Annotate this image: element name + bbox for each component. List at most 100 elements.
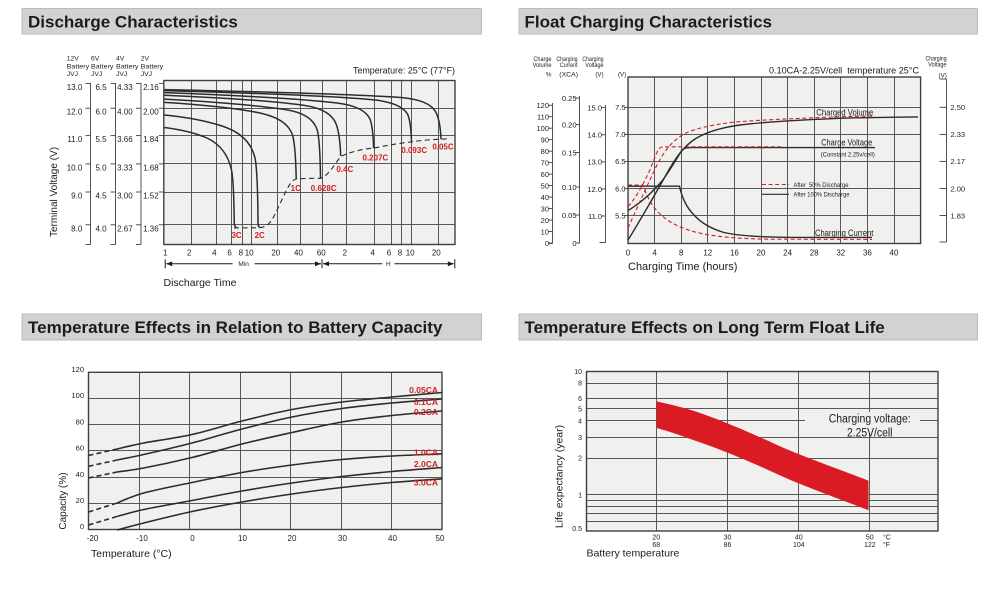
svg-text:Voltage: Voltage [928,62,947,69]
svg-text:Temperature Effects in Relatio: Temperature Effects in Relation to Batte… [28,318,443,337]
svg-text:40: 40 [541,193,549,202]
svg-text:0.1CA: 0.1CA [414,397,438,407]
svg-text:2.25V/cell: 2.25V/cell [847,427,893,439]
svg-text:°C: °C [883,534,891,542]
svg-text:6: 6 [578,396,582,403]
svg-text:0.2CA: 0.2CA [414,407,438,417]
svg-text:80: 80 [76,417,84,426]
svg-text:10: 10 [541,227,549,236]
svg-text:0: 0 [626,249,631,258]
svg-text:86: 86 [724,542,732,549]
svg-text:-10: -10 [136,534,148,543]
svg-text:6.0: 6.0 [95,108,107,117]
svg-text:6: 6 [387,249,392,258]
svg-text:7.5: 7.5 [615,103,625,112]
svg-text:Battery: Battery [116,63,139,70]
svg-text:4.5: 4.5 [95,192,107,201]
svg-text:1.84: 1.84 [143,135,159,144]
svg-text:0.10: 0.10 [562,183,577,192]
svg-text:13.0: 13.0 [67,83,83,92]
svg-text:0.05CA: 0.05CA [409,385,438,395]
svg-text:40: 40 [795,535,803,542]
svg-text:3.33: 3.33 [117,163,133,172]
svg-text:Capacity (%): Capacity (%) [58,472,69,529]
svg-text:JVJ: JVJ [141,71,152,78]
svg-text:Discharge Characteristics: Discharge Characteristics [28,13,238,32]
svg-text:50: 50 [541,181,549,190]
svg-text:0: 0 [190,534,195,543]
svg-text:14.0: 14.0 [587,131,602,140]
svg-text:0: 0 [545,239,549,248]
svg-text:°F: °F [883,541,890,549]
svg-text:2: 2 [187,249,192,258]
svg-text:4.33: 4.33 [117,83,133,92]
svg-text:68: 68 [652,542,660,549]
svg-text:1.36: 1.36 [143,224,159,233]
svg-text:15.0: 15.0 [587,103,602,112]
svg-text:JVJ: JVJ [91,71,102,78]
svg-text:Battery: Battery [67,63,90,70]
svg-text:11.0: 11.0 [588,212,602,221]
svg-text:4.00: 4.00 [117,108,133,117]
svg-text:1.0CA: 1.0CA [414,448,438,458]
svg-text:After 50% Discharge: After 50% Discharge [794,182,849,189]
svg-text:12: 12 [703,249,712,258]
svg-text:3: 3 [578,435,582,442]
svg-text:4V: 4V [116,56,125,63]
svg-text:Charge Voltage: Charge Voltage [821,137,872,147]
svg-text:Charging: Charging [556,56,578,63]
svg-text:2C: 2C [255,231,265,240]
svg-text:80: 80 [541,147,549,156]
svg-text:2.50: 2.50 [951,103,966,112]
svg-text:32: 32 [836,249,845,258]
svg-text:2: 2 [578,456,582,463]
svg-text:10: 10 [406,249,415,258]
svg-text:2.17: 2.17 [951,157,966,166]
svg-text:40: 40 [890,249,899,258]
svg-text:Terminal Voltage (V): Terminal Voltage (V) [49,147,60,237]
svg-text:8: 8 [398,249,403,258]
svg-text:1.68: 1.68 [143,163,159,172]
svg-text:5.5: 5.5 [95,135,107,144]
svg-text:6V: 6V [91,56,100,63]
svg-text:104: 104 [793,542,805,549]
svg-text:JVJ: JVJ [67,71,78,78]
svg-text:6.5: 6.5 [95,83,107,92]
svg-text:120: 120 [71,365,84,374]
svg-text:20: 20 [757,249,766,258]
svg-text:1: 1 [163,249,168,258]
svg-text:1C: 1C [291,184,301,193]
svg-text:3.00: 3.00 [117,192,133,201]
svg-text:Discharge Time: Discharge Time [164,277,237,289]
svg-text:30: 30 [724,535,732,542]
svg-text:13.0: 13.0 [587,158,602,167]
svg-text:0.5: 0.5 [572,526,582,533]
svg-text:4: 4 [212,249,217,258]
svg-text:10: 10 [238,534,247,543]
svg-text:20: 20 [432,249,441,258]
svg-text:4.0: 4.0 [95,224,107,233]
svg-text:0: 0 [80,522,84,531]
svg-text:12.0: 12.0 [67,108,83,117]
svg-text:1.83: 1.83 [951,211,966,220]
svg-text:2.67: 2.67 [117,224,133,233]
svg-text:30: 30 [541,204,549,213]
svg-text:0.093C: 0.093C [401,146,427,155]
svg-text:JVJ: JVJ [116,71,127,78]
svg-text:8: 8 [239,249,244,258]
svg-text:0.207C: 0.207C [363,153,389,162]
svg-text:12V: 12V [67,56,80,63]
svg-text:2: 2 [343,249,348,258]
svg-text:(V): (V) [939,73,947,80]
svg-text:40: 40 [388,534,397,543]
svg-text:6.0: 6.0 [615,184,625,193]
svg-text:6.5: 6.5 [615,157,625,166]
svg-text:100: 100 [536,124,549,133]
svg-text:2.33: 2.33 [951,130,966,139]
svg-text:Charged Volume: Charged Volume [816,108,873,118]
svg-text:Voltage: Voltage [585,62,604,69]
svg-text:50: 50 [436,534,445,543]
svg-text:4: 4 [578,418,582,425]
svg-text:28: 28 [810,249,819,258]
svg-text:5.0: 5.0 [95,163,107,172]
